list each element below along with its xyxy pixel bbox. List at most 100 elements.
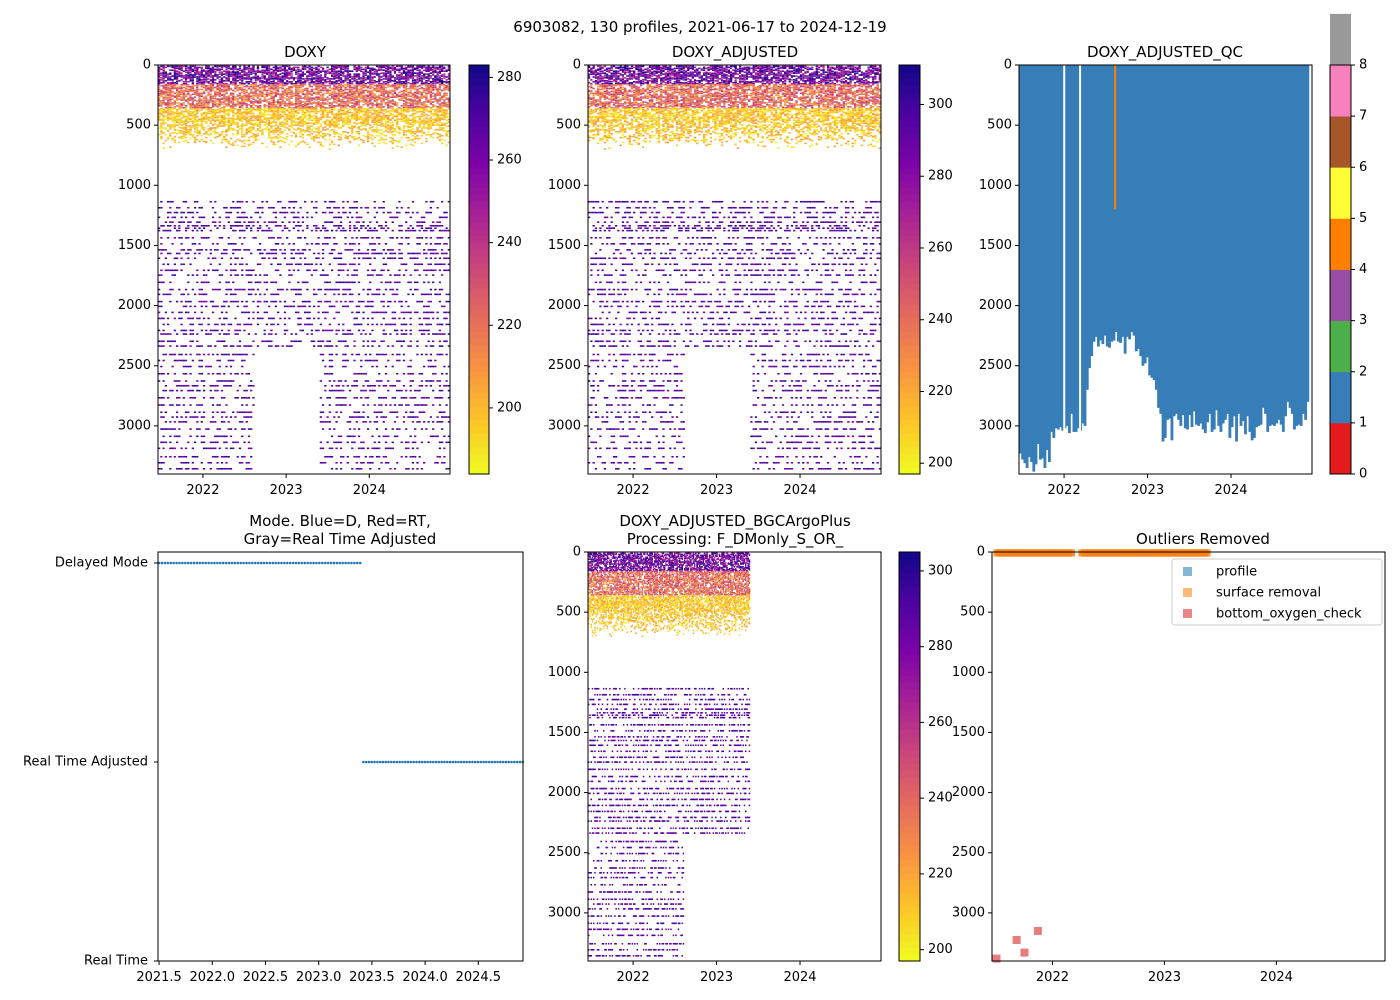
data-cell [193, 69, 197, 72]
data-cell [319, 263, 322, 266]
data-cell [256, 132, 260, 135]
data-cell [290, 274, 293, 276]
data-cell [169, 107, 172, 110]
data-cell [162, 97, 165, 99]
data-cell [310, 119, 313, 122]
data-cell [306, 109, 309, 112]
data-cell [308, 323, 311, 326]
data-cell [274, 78, 278, 80]
data-cell [220, 120, 224, 123]
data-cell [310, 88, 313, 91]
data-cell [270, 105, 273, 107]
data-cell [252, 82, 255, 85]
data-cell [236, 117, 239, 120]
data-cell [247, 97, 251, 99]
data-cell [205, 281, 208, 284]
data-cell [178, 252, 181, 255]
data-cell [324, 75, 327, 77]
data-cell [238, 125, 242, 127]
data-cell [326, 100, 329, 102]
data-cell [279, 78, 282, 80]
data-cell [227, 96, 230, 98]
data-cell [344, 86, 347, 89]
data-cell [200, 115, 203, 118]
data-cell [238, 229, 242, 232]
data-cell [175, 110, 179, 113]
data-cell [245, 397, 248, 399]
data-cell [270, 127, 273, 129]
data-cell [211, 105, 215, 107]
data-cell [247, 110, 251, 113]
charts-container: 2022 2023 2024050010001500200025003000DOXY… [23, 13, 1386, 985]
data-cell [234, 317, 237, 320]
data-cell [321, 89, 325, 92]
data-cell [335, 243, 338, 245]
data-cell [160, 95, 163, 98]
data-cell [216, 389, 219, 392]
data-cell [160, 94, 163, 97]
data-cell [202, 447, 206, 450]
data-cell [162, 229, 165, 232]
data-cell [337, 120, 340, 123]
data-cell [198, 131, 201, 133]
data-cell [193, 89, 197, 92]
data-cell [184, 100, 188, 102]
data-cell [241, 89, 244, 92]
data-cell [342, 384, 345, 387]
data-cell [187, 92, 190, 95]
data-cell [268, 80, 271, 82]
data-cell [297, 305, 300, 308]
data-cell [198, 389, 201, 392]
data-cell [200, 79, 203, 81]
data-cell [178, 106, 181, 108]
data-cell [245, 416, 248, 418]
data-cell [247, 221, 251, 223]
data-cell [207, 112, 210, 115]
data-cell [225, 455, 228, 458]
data-cell [252, 66, 255, 69]
data-cell [328, 455, 331, 458]
data-cell [180, 103, 183, 105]
data-cell [250, 416, 253, 418]
data-cell [342, 101, 345, 103]
data-cell [193, 91, 197, 94]
data-cell [209, 72, 212, 74]
data-cell [319, 229, 322, 232]
data-cell [205, 141, 208, 144]
data-cell [209, 89, 212, 92]
data-cell [290, 131, 293, 133]
data-cell [250, 78, 253, 80]
data-cell [297, 70, 300, 73]
data-cell [236, 224, 239, 227]
data-cell [229, 73, 233, 75]
data-cell [193, 384, 197, 387]
data-cell [270, 93, 273, 96]
data-cell [220, 74, 224, 76]
data-cell [245, 108, 248, 111]
data-cell [158, 97, 161, 99]
data-cell [254, 274, 257, 276]
data-cell [295, 288, 298, 291]
data-cell [348, 120, 352, 123]
data-cell [265, 200, 269, 203]
data-cell [218, 216, 221, 219]
data-cell [328, 106, 331, 109]
data-cell [200, 82, 203, 85]
data-cell [200, 329, 203, 332]
data-cell [205, 107, 208, 110]
data-cell [299, 237, 302, 239]
data-cell [245, 119, 248, 122]
data-cell [301, 88, 304, 91]
data-cell [223, 206, 226, 209]
data-cell [182, 132, 185, 135]
data-cell [182, 94, 185, 97]
data-cell [196, 138, 199, 141]
data-cell [295, 88, 298, 91]
data-cell [211, 68, 215, 71]
data-cell [263, 107, 266, 110]
data-cell [299, 97, 302, 99]
data-cell [236, 84, 239, 87]
data-cell [290, 76, 293, 78]
data-cell [160, 345, 163, 347]
data-cell [166, 84, 170, 87]
